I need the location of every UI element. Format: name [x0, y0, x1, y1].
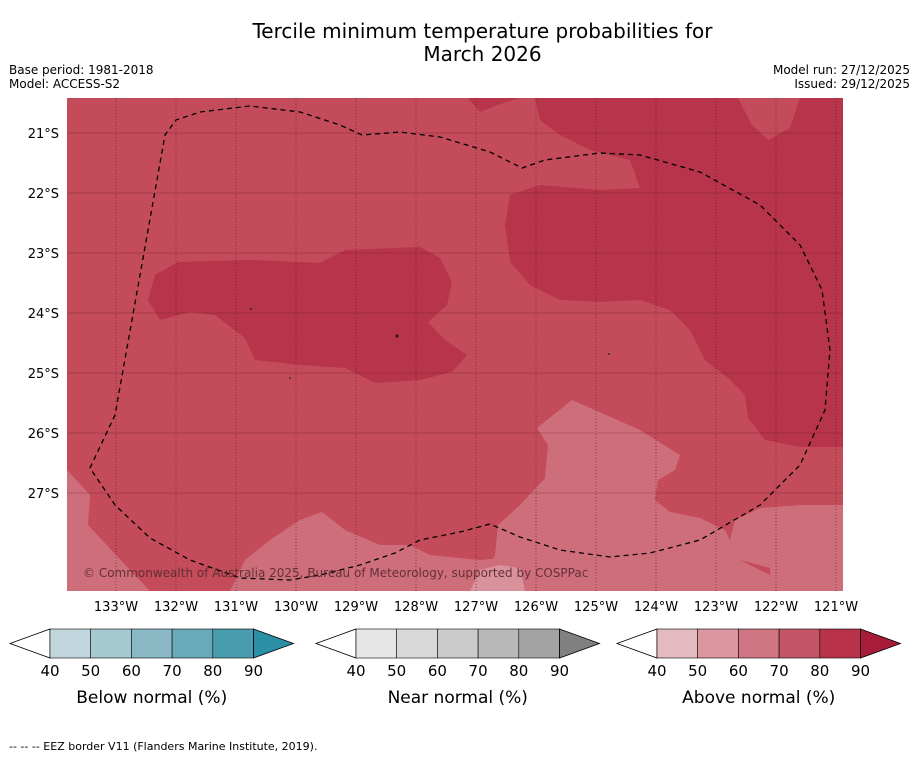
eez-border [89, 105, 831, 581]
meta-right: Model run: 27/12/2025 Issued: 29/12/2025 [773, 63, 910, 91]
legend-swatch [819, 628, 861, 659]
legend-swatch [738, 628, 780, 659]
region-above-80-90-notch-top [468, 98, 520, 112]
legend-tick: 60 [729, 662, 748, 680]
lon-label: 129°W [334, 600, 378, 615]
meta-left: Base period: 1981-2018 Model: ACCESS-S2 [9, 63, 154, 91]
lat-label: 21°S [28, 127, 59, 142]
legend-tick: 50 [387, 662, 406, 680]
legend-swatch [477, 628, 520, 659]
region-above-80-90-east [505, 98, 843, 447]
legend-label: Above normal (%) [682, 688, 835, 708]
legend-tick: 90 [851, 662, 870, 680]
legend-swatch [355, 628, 398, 659]
lon-labels: 133°W 132°W 131°W 130°W 129°W 128°W 127°… [94, 600, 858, 615]
legend-swatch [396, 628, 438, 659]
base-period: Base period: 1981-2018 [9, 63, 154, 77]
lat-label: 23°S [28, 247, 59, 262]
legend-tick: 80 [203, 662, 222, 680]
legend-tick: 90 [550, 662, 569, 680]
region-above-50-60-patch [470, 565, 525, 591]
lat-label: 27°S [28, 487, 59, 502]
lat-labels: 21°S 22°S 23°S 24°S 25°S 26°S 27°S [28, 127, 59, 502]
title-line-2: March 2026 [423, 42, 542, 66]
legend-label: Near normal (%) [388, 688, 528, 708]
legend-tick: 40 [346, 662, 365, 680]
legend-swatch [49, 628, 92, 659]
legend-arrow-high [253, 628, 295, 659]
region-above-60-70-bottom [230, 512, 535, 591]
chart-title: Tercile minimum temperature probabilitie… [0, 20, 919, 66]
legend-1: 40 50 60 70 80 90 Below normal (%) [8, 628, 295, 708]
title-line-1: Tercile minimum temperature probabilitie… [252, 19, 713, 43]
legend-swatch [212, 628, 254, 659]
probability-field [67, 98, 843, 591]
lon-label: 128°W [394, 600, 438, 615]
legend-swatch [778, 628, 821, 659]
lon-label: 123°W [694, 600, 738, 615]
legend-arrow-low [8, 628, 51, 659]
lon-label: 124°W [634, 600, 678, 615]
lon-label: 131°W [214, 600, 258, 615]
legend-tick: 40 [647, 662, 666, 680]
legend-tick: 80 [509, 662, 528, 680]
legend-2: 40 50 60 70 80 90 Near normal (%) [314, 628, 601, 708]
region-above-80-90-center [148, 247, 467, 383]
lon-label: 127°W [454, 600, 498, 615]
legend-arrow-low [615, 628, 658, 659]
region-above-70-80-notch [738, 98, 800, 140]
region-above-60-70-south [730, 505, 843, 591]
copyright-text: © Commonwealth of Australia 2025, Bureau… [83, 566, 588, 580]
lon-label: 130°W [274, 600, 318, 615]
lat-gridlines [67, 132, 843, 494]
legend-swatch [518, 628, 560, 659]
legend-label: Below normal (%) [76, 688, 227, 708]
lon-gridlines [115, 98, 837, 591]
eez-footnote: -- -- -- EEZ border V11 (Flanders Marine… [9, 740, 318, 753]
lon-label: 125°W [574, 600, 618, 615]
region-above-60-70-southwest [67, 470, 150, 591]
legend-tick: 80 [810, 662, 829, 680]
lon-label: 121°W [814, 600, 858, 615]
model-name: Model: ACCESS-S2 [9, 77, 121, 91]
legend-swatch [131, 628, 173, 659]
legend-swatch [171, 628, 214, 659]
island-markers [250, 308, 610, 379]
lat-label: 26°S [28, 427, 59, 442]
issued-date: Issued: 29/12/2025 [794, 77, 910, 91]
legend-tick: 50 [688, 662, 707, 680]
model-run: Model run: 27/12/2025 [772, 63, 910, 77]
legend-arrow-high [860, 628, 902, 659]
legend-tick: 70 [469, 662, 488, 680]
lon-label: 122°W [754, 600, 798, 615]
legend-swatch [656, 628, 699, 659]
legend-tick: 60 [428, 662, 447, 680]
legends: 40 50 60 70 80 90 Below normal (%) 40 50 60 70 80 90… [8, 628, 902, 708]
lat-label: 25°S [28, 367, 59, 382]
region-above-60-70-south-center [480, 400, 790, 591]
legend-3: 40 50 60 70 80 90 Above normal (%) [615, 628, 902, 708]
legend-tick: 70 [770, 662, 789, 680]
legend-arrow-high [559, 628, 601, 659]
legend-swatch [697, 628, 739, 659]
legend-swatch [437, 628, 479, 659]
lon-label: 133°W [94, 600, 138, 615]
legend-tick: 60 [122, 662, 141, 680]
legend-swatch [90, 628, 132, 659]
legend-tick: 70 [163, 662, 182, 680]
lon-label: 132°W [154, 600, 198, 615]
lat-label: 22°S [28, 187, 59, 202]
legend-tick: 90 [244, 662, 263, 680]
lon-label: 126°W [514, 600, 558, 615]
legend-tick: 50 [81, 662, 100, 680]
lat-label: 24°S [28, 307, 59, 322]
legend-arrow-low [314, 628, 357, 659]
legend-tick: 40 [40, 662, 59, 680]
